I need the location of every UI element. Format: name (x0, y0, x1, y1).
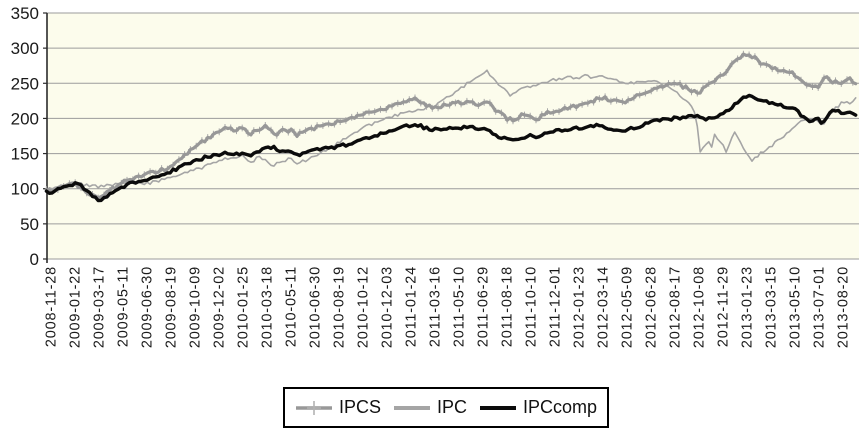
x-tick-label-2009-08-19: 2009-08-19 (164, 266, 180, 348)
price-index-line-chart: 0 50 100 150 200 250 300 350 2008-11-28 2009-01-2… (11, 4, 859, 348)
y-tick-label-100: 100 (11, 180, 39, 199)
x-tick-label-2011-08-18: 2011-08-18 (500, 266, 516, 347)
x-tick-label-2009-12-02: 2009-12-02 (212, 266, 228, 348)
legend-item-ipc: IPC (393, 398, 467, 418)
y-tick-label-0: 0 (30, 250, 39, 269)
y-tick-label-200: 200 (11, 109, 39, 128)
ipcs-line-plus-marker-sample (296, 400, 332, 415)
x-tick-label-2012-01-23: 2012-01-23 (572, 266, 588, 348)
x-tick-label-2009-05-11: 2009-05-11 (116, 266, 132, 347)
y-tick-label-250: 250 (11, 74, 39, 93)
x-tick-label-2009-01-22: 2009-01-22 (68, 266, 84, 348)
x-tick-label-2012-03-14: 2012-03-14 (596, 266, 612, 348)
x-tick-label-2011-10-10: 2011-10-10 (524, 266, 540, 347)
x-tick-label-2012-11-29: 2012-11-29 (716, 266, 732, 347)
x-tick-label-2013-01-23: 2013-01-23 (740, 266, 756, 348)
x-tick-label-2011-05-10: 2011-05-10 (452, 266, 468, 347)
x-tick-label-2012-05-09: 2012-05-09 (620, 266, 636, 348)
x-tick-label-2010-10-12: 2010-10-12 (356, 266, 372, 348)
chart-legend: IPCS IPC IPCcomp (283, 387, 610, 428)
y-tick-label-300: 300 (11, 39, 39, 58)
x-tick-label-2010-08-19: 2010-08-19 (332, 266, 348, 348)
x-tick-label-2011-03-16: 2011-03-16 (428, 266, 444, 347)
series-line-ipcs (44, 52, 858, 200)
x-tick-label-2011-06-29: 2011-06-29 (476, 266, 492, 347)
legend-label-ipc: IPC (437, 396, 468, 417)
plot-area (47, 13, 859, 259)
series-line-ipc (45, 69, 857, 192)
x-tick-label-2013-05-10: 2013-05-10 (788, 266, 804, 348)
legend-label-ipccomp: IPCcomp (523, 396, 598, 417)
ipccomp-line-sample (480, 405, 517, 410)
x-tick-label-2010-01-25: 2010-01-25 (236, 266, 252, 348)
x-tick-label-2013-07-01: 2013-07-01 (812, 266, 828, 348)
x-tick-label-2013-08-20: 2013-08-20 (836, 266, 852, 348)
ipc-line-sample (394, 405, 431, 410)
x-tick-label-2011-01-24: 2011-01-24 (404, 266, 420, 347)
x-tick-label-2011-12-01: 2011-12-01 (548, 266, 564, 347)
x-tick-label-2010-03-18: 2010-03-18 (260, 266, 276, 348)
x-tick-label-2012-10-08: 2012-10-08 (692, 266, 708, 348)
x-tick-label-2009-10-09: 2009-10-09 (188, 266, 204, 348)
x-tick-label-2010-05-11: 2010-05-11 (284, 266, 300, 347)
y-tick-label-50: 50 (20, 215, 39, 234)
x-tick-label-2012-08-17: 2012-08-17 (668, 266, 684, 348)
x-tick-label-2010-12-03: 2010-12-03 (380, 266, 396, 348)
legend-label-ipcs: IPCS (339, 396, 382, 417)
legend-item-ipccomp: IPCcomp (479, 398, 597, 418)
x-tick-label-2009-06-30: 2009-06-30 (140, 266, 156, 348)
x-tick-label-2010-06-30: 2010-06-30 (308, 266, 324, 348)
y-tick-label-150: 150 (11, 145, 39, 164)
legend-item-ipcs: IPCS (295, 398, 381, 418)
x-tick-label-2012-06-28: 2012-06-28 (644, 266, 660, 348)
x-tick-label-2013-03-15: 2013-03-15 (764, 266, 780, 348)
series-line-ipccomp (44, 93, 858, 203)
y-tick-label-350: 350 (11, 4, 39, 23)
x-tick-label-2009-03-17: 2009-03-17 (92, 266, 108, 348)
x-tick-label-2008-11-28: 2008-11-28 (44, 266, 60, 347)
